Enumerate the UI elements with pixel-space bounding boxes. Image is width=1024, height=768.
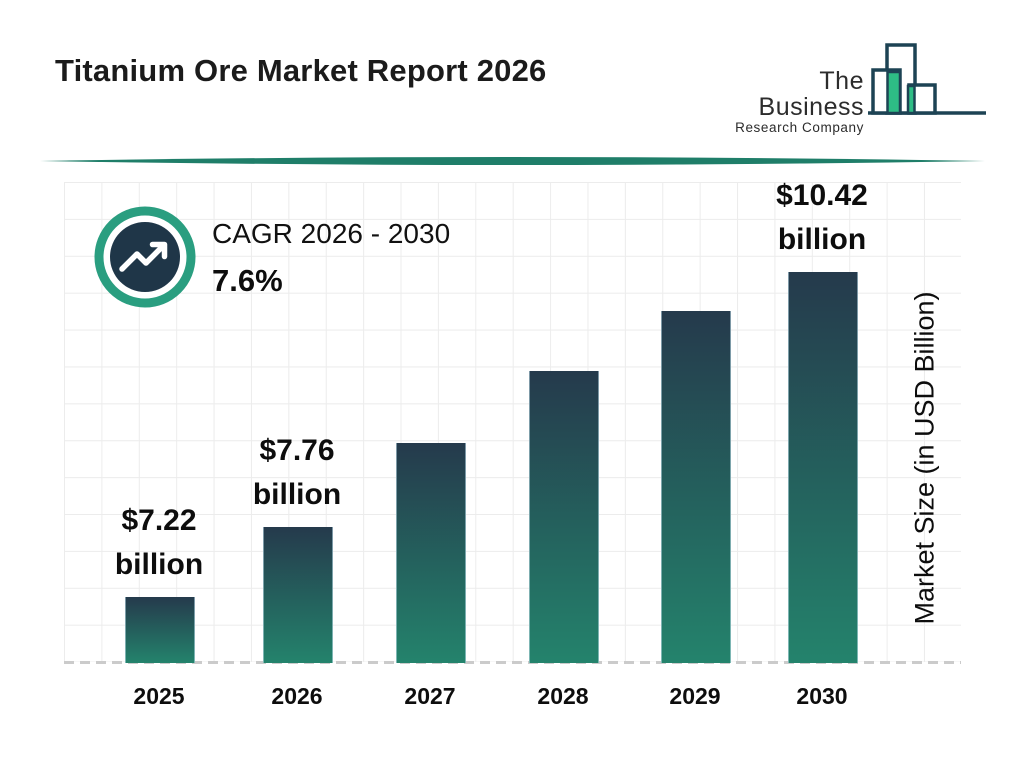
bar-2025: [125, 597, 195, 663]
cagr-period-label: CAGR 2026 - 2030: [212, 218, 451, 249]
tapered-divider-line: [40, 157, 985, 165]
value-label-2025: $7.22 billion: [69, 499, 249, 587]
y-axis-title: Market Size (in USD Billion): [909, 291, 940, 625]
value-label-unit: billion: [114, 548, 204, 581]
value-label-2026: $7.76 billion: [207, 429, 387, 517]
x-tick-label-2029: 2029: [669, 683, 721, 709]
bar-2030: [788, 272, 858, 663]
logo-buildings-icon: [868, 43, 986, 115]
bar-2027: [396, 443, 466, 663]
x-tick-label-2030: 2030: [796, 683, 848, 709]
company-logo: The Business Research Company: [712, 38, 988, 135]
value-label-amount: $7.76: [259, 434, 335, 467]
bar-2028: [529, 371, 599, 663]
x-tick-label-2025: 2025: [133, 683, 185, 709]
logo-line2: Research Company: [735, 120, 864, 135]
value-label-unit: billion: [252, 478, 342, 511]
page-title: Titanium Ore Market Report 2026: [55, 53, 547, 88]
logo-line1: The Business: [758, 67, 864, 121]
value-label-amount: $7.22: [121, 504, 197, 537]
trend-up-arrow-icon: [94, 206, 196, 308]
bar-2026: [263, 527, 333, 663]
cagr-value: 7.6%: [212, 263, 283, 298]
x-tick-label-2027: 2027: [404, 683, 456, 709]
value-label-unit: billion: [777, 223, 867, 256]
x-tick-label-2028: 2028: [537, 683, 589, 709]
x-axis-dashed-line: [64, 661, 961, 664]
x-tick-label-2026: 2026: [271, 683, 323, 709]
value-label-amount: $10.42: [776, 179, 868, 212]
value-label-2030: $10.42 billion: [732, 174, 912, 262]
bar-2029: [661, 311, 731, 663]
logo-text: The Business Research Company: [712, 68, 864, 135]
